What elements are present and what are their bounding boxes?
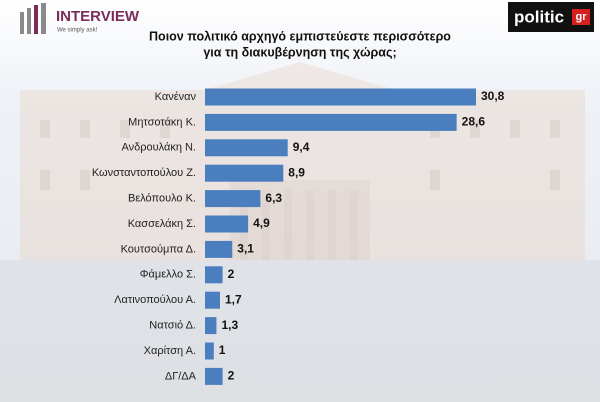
category-label: Ανδρουλάκη Ν.: [121, 142, 196, 154]
category-label: Βελόπουλο Κ.: [128, 193, 196, 205]
logo-right-suffix-box: [572, 9, 590, 25]
category-label: Φάμελλο Σ.: [140, 269, 196, 281]
value-label: 1,7: [225, 292, 242, 306]
value-label: 8,9: [288, 165, 305, 179]
bar: [205, 317, 217, 335]
value-label: 1,3: [221, 318, 238, 332]
category-label: Κασσελάκη Σ.: [128, 218, 196, 230]
value-label: 28,6: [462, 115, 486, 129]
category-label: Λατινοπούλου Α.: [114, 294, 196, 306]
category-label: Κουτσούμπα Δ.: [121, 243, 196, 255]
category-label: ΔΓ/ΔΑ: [165, 370, 197, 382]
value-label: 3,1: [237, 242, 254, 256]
bar: [205, 367, 223, 385]
value-label: 2: [228, 267, 235, 281]
logo-left-name: INTERVIEW: [56, 8, 140, 25]
bar: [205, 240, 233, 258]
chart-title: για τη διακυβέρνηση της χώρας;: [203, 45, 396, 59]
value-label: 30,8: [481, 89, 505, 103]
category-label: Κανέναν: [155, 91, 197, 103]
value-label: 4,9: [253, 216, 270, 230]
background-building: [0, 62, 600, 402]
bar: [205, 342, 214, 360]
bar: [205, 139, 288, 157]
category-label: Νατσιό Δ.: [149, 320, 196, 332]
bar: [205, 266, 223, 284]
bar: [205, 291, 220, 309]
category-label: Μητσοτάκη Κ.: [128, 116, 196, 128]
bar: [205, 88, 476, 106]
logo-left-tagline: We simply ask!: [57, 28, 98, 34]
bar: [205, 164, 284, 182]
bar: [205, 190, 261, 208]
category-label: Κωνσταντοπούλου Ζ.: [92, 167, 196, 179]
bar: [205, 113, 457, 131]
logo-left-icon: [20, 3, 46, 34]
logo-right-suffix: gr: [576, 11, 588, 23]
value-label: 1: [219, 343, 226, 357]
value-label: 2: [228, 369, 235, 383]
category-label: Χαρίτση Α.: [144, 345, 196, 357]
logo-right-name: politic: [514, 7, 564, 26]
bar: [205, 215, 249, 233]
chart-title: Ποιον πολιτικό αρχηγό εμπιστεύεστε περισ…: [149, 29, 451, 43]
value-label: 6,3: [265, 191, 282, 205]
value-label: 9,4: [293, 140, 310, 154]
